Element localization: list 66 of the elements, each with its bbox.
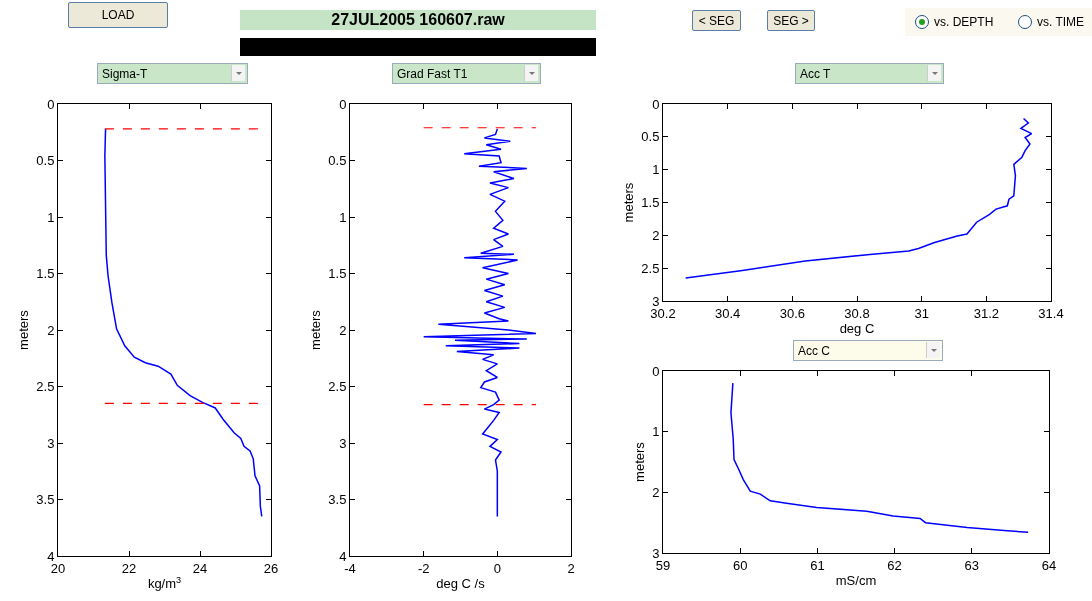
chart-title: Acc T: [800, 66, 831, 81]
y-tick-label: 2.5: [328, 379, 347, 395]
x-tick-label: 26: [263, 560, 279, 576]
x-tick-label: 30.6: [779, 305, 805, 321]
chart-title: Sigma-T: [102, 66, 148, 81]
y-tick-label: 1.5: [328, 266, 347, 282]
y-tick-label: 1.5: [36, 266, 55, 282]
x-tick-label: 64: [1041, 557, 1057, 573]
y-tick-label: 2: [652, 227, 660, 243]
x-tick-label: -4: [344, 560, 356, 576]
text: 27JUL2005 160607.raw: [240, 10, 596, 30]
y-tick-label: 0.5: [36, 153, 55, 169]
x-tick-label: 31: [914, 305, 929, 321]
x-tick-label: 24: [192, 560, 208, 576]
y-axis-title: meters: [308, 309, 324, 350]
text: LOAD: [68, 2, 168, 28]
text: < SEG: [692, 10, 741, 31]
y-tick-label: 3: [47, 435, 55, 451]
line-series: [104, 128, 263, 518]
y-tick-label: 2: [47, 322, 55, 338]
x-axis-title: mS/cm: [835, 573, 877, 589]
line-series: [684, 117, 1033, 279]
y-tick-label: 3.5: [328, 492, 347, 508]
x-tick-label: 0: [493, 560, 501, 576]
x-axis-title: kg/m$^{3}$: [147, 574, 182, 592]
chart-title: Grad Fast T1: [397, 66, 468, 81]
y-tick-label: 2.5: [641, 260, 660, 276]
x-tick-label: 2: [567, 560, 575, 576]
y-tick-label: 0.5: [641, 129, 660, 145]
y-tick-label: 0: [339, 96, 347, 112]
x-tick-label: 63: [964, 557, 980, 573]
y-tick-label: 4: [339, 548, 347, 564]
x-tick-label: 61: [810, 557, 825, 573]
text: vs. TIME: [1037, 14, 1086, 31]
y-tick-label: 0.5: [328, 153, 347, 169]
y-axis-title: meters: [16, 309, 32, 350]
x-tick-label: 62: [887, 557, 902, 573]
x-tick-label: 30.8: [844, 305, 870, 321]
y-tick-label: 1: [339, 209, 347, 225]
x-tick-label: -2: [417, 560, 430, 576]
text: SEG >: [767, 10, 815, 31]
y-axis-title: meters: [632, 441, 648, 482]
y-tick-label: 2.5: [36, 379, 55, 395]
line-series: [730, 382, 1029, 534]
line-series: [422, 128, 537, 518]
x-axis-title: deg C /s: [436, 576, 486, 592]
x-tick-label: 31.2: [973, 305, 999, 321]
x-tick-label: 22: [121, 560, 137, 576]
y-tick-label: 3: [339, 435, 347, 451]
y-tick-label: 3.5: [36, 492, 55, 508]
x-tick-label: 30.4: [715, 305, 741, 321]
x-tick-label: 31.4: [1038, 305, 1064, 321]
y-tick-label: 1: [47, 209, 55, 225]
y-tick-label: 0: [652, 96, 660, 112]
y-tick-label: 2: [339, 322, 347, 338]
text: vs. DEPTH: [934, 14, 995, 31]
chart-title: Acc C: [798, 343, 831, 358]
y-tick-label: 0: [652, 363, 660, 379]
y-tick-label: 2: [652, 484, 660, 500]
y-axis-title: meters: [621, 182, 637, 223]
y-tick-label: 1: [652, 162, 660, 178]
y-tick-label: 0: [47, 96, 55, 112]
y-tick-label: 1: [652, 424, 660, 440]
x-axis-title: deg C: [839, 321, 875, 337]
y-tick-label: 1.5: [641, 195, 660, 211]
x-tick-label: 60: [732, 557, 748, 573]
